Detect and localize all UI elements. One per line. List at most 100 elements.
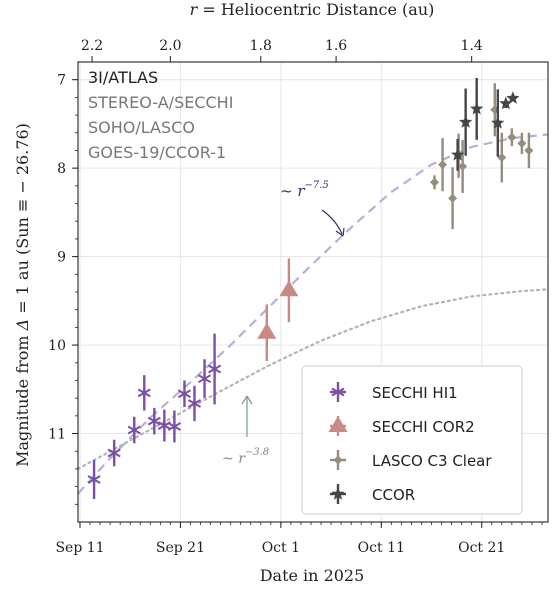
- secchi-hi1-point: [147, 407, 161, 435]
- legend-marker-shape: [331, 385, 345, 399]
- legend-label-lasco-c3: LASCO C3 Clear: [372, 452, 492, 470]
- lasco-c3-point: [448, 167, 458, 230]
- x-tick-label: Oct 11: [358, 540, 405, 556]
- ccor-point: [470, 77, 484, 140]
- instrument-list: 3I/ATLAS STEREO-A/SECCHI SOHO/LASCO GOES…: [88, 68, 233, 162]
- secchi-hi1-marker: [127, 423, 141, 437]
- steep-label-arrow: [321, 209, 343, 235]
- secchi-hi1-point: [87, 460, 101, 499]
- steep-curve-label: ~ r−7.5: [280, 180, 345, 237]
- legend-label-secchi-hi1: SECCHI HI1: [372, 384, 458, 402]
- top-axis-title-rest: = Heliocentric Distance (au): [197, 0, 434, 19]
- secchi-hi1-marker: [87, 472, 101, 487]
- legend: SECCHI HI1 SECCHI COR2 LASCO C3 Clear CC…: [301, 365, 523, 515]
- lasco-c3-point: [458, 139, 468, 193]
- lasco-c3-marker: [448, 193, 458, 203]
- secchi-hi1-point: [137, 375, 151, 411]
- legend-marker-secchi-cor2: [328, 416, 348, 436]
- steep-fit-curve: [77, 133, 549, 495]
- lasco-c3-point: [497, 132, 507, 183]
- legend-box: [301, 365, 523, 515]
- secchi-cor2-point: [257, 304, 277, 361]
- y-tick-label: 9: [57, 250, 66, 266]
- secchi-hi1-marker: [167, 419, 181, 434]
- lasco-c3-marker: [458, 161, 468, 171]
- instrument-ccor: GOES-19/CCOR-1: [88, 143, 226, 162]
- legend-marker-lasco-c3: [330, 450, 346, 470]
- secchi-hi1-point: [197, 359, 212, 399]
- x-tick-label: Sep 21: [156, 540, 205, 556]
- ccor-point: [459, 88, 473, 156]
- legend-entry-lasco-c3: LASCO C3 Clear: [330, 450, 492, 470]
- axis-ticks: Sep 11 Sep 21 Oct 1 Oct 11 Oct 21 7 8 9 10 11 2.2 2…: [48, 38, 543, 556]
- secchi-cor2-marker: [279, 280, 299, 297]
- secchi-hi1-marker: [137, 385, 151, 400]
- data-points: [87, 77, 534, 499]
- legend-marker-shape: [333, 455, 343, 465]
- secchi-hi1-point: [187, 385, 202, 422]
- lasco-c3-point: [507, 128, 517, 147]
- svg-text:~ r−3.8: ~ r−3.8: [222, 447, 269, 467]
- shallow-label-arrowhead: [241, 395, 253, 405]
- ccor-marker: [506, 91, 520, 104]
- x-axis-title: Date in 2025: [260, 566, 365, 585]
- lasco-c3-point: [438, 138, 448, 192]
- lasco-c3-marker: [524, 145, 534, 155]
- legend-label-ccor: CCOR: [372, 486, 415, 504]
- shallow-curve-label: ~ r−3.8: [222, 395, 269, 467]
- lasco-c3-marker: [517, 138, 527, 148]
- y-axis-title-suffix: = 1 au (Sun ≡ − 26.76): [13, 123, 32, 319]
- ccor-marker: [451, 147, 465, 161]
- secchi-hi1-marker: [197, 371, 212, 386]
- legend-marker-secchi-hi1: [330, 382, 346, 402]
- y-axis-title: Magnitude from Δ = 1 au (Sun ≡ − 26.76): [13, 123, 32, 467]
- ccor-marker: [491, 116, 505, 129]
- y-tick-label: 8: [57, 161, 66, 177]
- legend-entry-secchi-hi1: SECCHI HI1: [330, 382, 458, 402]
- legend-marker-shape: [331, 487, 345, 500]
- secchi-hi1-point: [157, 409, 171, 442]
- secchi-hi1-marker: [107, 446, 121, 460]
- ccor-marker: [499, 96, 513, 110]
- top-tick-label: 2.2: [81, 38, 103, 54]
- instrument-lasco: SOHO/LASCO: [88, 118, 195, 137]
- secchi-hi1-point: [107, 439, 121, 467]
- lasco-c3-marker: [507, 132, 517, 142]
- steep-label-arrowhead: [335, 227, 345, 237]
- y-tick-label: 10: [48, 338, 66, 354]
- lasco-c3-point: [517, 132, 527, 154]
- top-axis-title-var: r: [190, 0, 199, 19]
- y-axis-title-delta: Δ: [13, 319, 32, 332]
- ccor-point: [499, 96, 513, 110]
- top-axis-title: r = Heliocentric Distance (au): [190, 0, 435, 19]
- shallow-label-exp: −3.8: [245, 447, 269, 458]
- y-tick-label: 11: [48, 427, 66, 443]
- shallow-label-var: r: [238, 451, 246, 467]
- ccor-point: [451, 138, 465, 171]
- top-tick-label: 2.0: [159, 38, 181, 54]
- shallow-label-prefix: ~: [222, 451, 238, 467]
- secchi-hi1-marker: [208, 361, 222, 376]
- instrument-secchi: STEREO-A/SECCHI: [88, 93, 233, 112]
- x-tick-label: Oct 21: [458, 540, 505, 556]
- legend-marker-shape: [328, 416, 348, 432]
- y-axis-title-prefix: Magnitude from: [13, 330, 32, 467]
- secchi-hi1-marker: [177, 386, 192, 401]
- lasco-c3-point: [430, 175, 440, 190]
- secchi-hi1-point: [208, 333, 222, 405]
- top-tick-label: 1.6: [325, 38, 347, 54]
- x-tick-label: Sep 11: [55, 540, 104, 556]
- y-tick-label: 7: [57, 73, 66, 89]
- x-tick-label: Oct 1: [262, 540, 300, 556]
- legend-entry-secchi-cor2: SECCHI COR2: [328, 416, 475, 436]
- object-label: 3I/ATLAS: [88, 68, 158, 87]
- steep-label-exp: −7.5: [305, 180, 329, 191]
- ccor-marker: [459, 115, 473, 128]
- steep-label-var: r: [297, 182, 305, 200]
- secchi-cor2-marker: [257, 322, 277, 339]
- secchi-hi1-point: [167, 410, 181, 443]
- secchi-hi1-marker: [147, 414, 161, 429]
- legend-label-secchi-cor2: SECCHI COR2: [372, 418, 475, 436]
